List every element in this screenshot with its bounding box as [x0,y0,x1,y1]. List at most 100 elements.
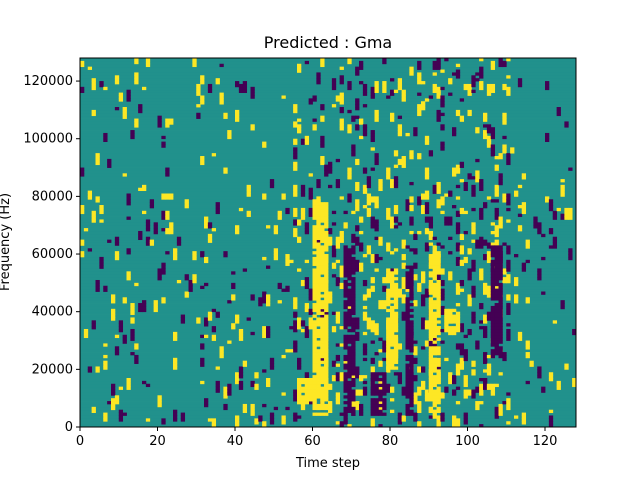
y-tick-label: 80000 [32,189,73,204]
heatmap-cell [145,236,151,241]
heatmap-cell [351,271,356,275]
heatmap-cell [359,242,364,246]
heatmap-cell [324,389,329,393]
heatmap-cell [359,63,364,68]
heatmap-cell [80,60,85,65]
heatmap-cell [157,268,162,272]
heatmap-cell [114,75,120,79]
heatmap-cell [490,86,496,91]
heatmap-cell [386,354,391,359]
heatmap-cell [514,294,519,298]
heatmap-row [80,132,576,137]
heatmap-cell [103,360,108,364]
heatmap-cell [502,199,507,203]
heatmap-cell [444,216,449,220]
x-tick-label: 100 [455,434,480,449]
heatmap-cell [320,380,325,385]
heatmap-cell [502,83,507,88]
heatmap-cell [498,412,503,416]
heatmap-cell [324,343,329,347]
heatmap-cell [494,406,499,411]
heatmap-cell [390,409,395,413]
heatmap-cell [138,303,143,307]
heatmap-cell [107,158,112,163]
heatmap-cell [335,277,341,281]
heatmap-cell [424,323,430,327]
heatmap-cell [351,377,356,382]
heatmap-cell [87,196,93,200]
heatmap-cell [111,308,116,313]
heatmap-cell [297,395,302,399]
heatmap-cell [440,415,445,419]
heatmap-cell [483,256,488,261]
heatmap-cell [494,213,499,217]
heatmap-cell [324,303,329,307]
heatmap-cell [494,317,499,321]
heatmap-cell [401,164,406,168]
heatmap-cell [498,326,503,330]
heatmap-cell [362,305,368,310]
heatmap-cell [211,337,217,341]
heatmap-cell [227,389,232,393]
heatmap-cell [200,158,205,163]
heatmap-cell [324,202,329,206]
heatmap-cell [432,412,437,416]
heatmap-cell [428,305,434,310]
heatmap-cell [351,349,356,353]
heatmap-cell [432,369,437,373]
heatmap-cell [343,225,348,229]
heatmap-cell [370,132,375,137]
heatmap-cell [165,118,170,122]
heatmap-cell [498,219,503,223]
heatmap-cell [355,187,360,192]
heatmap-cell [130,337,135,341]
heatmap-cell [494,326,499,330]
heatmap-cell [409,291,414,295]
heatmap-cell [130,320,135,324]
heatmap-cell [161,265,166,269]
heatmap-cell [238,337,244,341]
heatmap-cell [293,326,298,330]
heatmap-cell [405,363,410,367]
heatmap-cell [324,210,329,215]
heatmap-cell [165,216,170,220]
heatmap-cell [235,112,240,117]
heatmap-cell [103,363,108,367]
heatmap-cell [118,409,124,413]
heatmap-cell [339,372,344,376]
heatmap-cell [316,202,321,206]
heatmap-cell [479,326,484,330]
heatmap-cell [514,193,519,197]
heatmap-cell [351,337,356,341]
heatmap-cell [153,300,158,304]
heatmap-cell [421,294,426,298]
heatmap-cell [347,254,352,258]
heatmap-cell [455,401,461,405]
heatmap-cell [262,297,267,301]
heatmap-row [80,58,576,62]
heatmap-cell [262,326,267,330]
heatmap-cell [498,181,503,186]
heatmap-cell [490,130,496,134]
heatmap-cell [393,294,399,298]
heatmap-cell [370,386,375,390]
heatmap-cell [452,320,457,324]
heatmap-cell [448,277,453,281]
heatmap-cell [494,320,499,324]
heatmap-cell [490,268,496,272]
heatmap-cell [471,363,476,367]
heatmap-cell [568,167,573,171]
heatmap-cell [537,268,542,272]
heatmap-cell [118,386,124,390]
heatmap-cell [258,300,263,304]
heatmap-cell [479,386,484,390]
heatmap-cell [219,63,224,68]
heatmap-cell [320,308,325,313]
heatmap-cell [351,291,356,295]
heatmap-cell [324,279,329,284]
heatmap-cell [436,357,441,362]
heatmap-cell [200,285,205,290]
heatmap-cell [355,268,360,272]
heatmap-cell [397,380,403,385]
heatmap-cell [409,66,414,70]
